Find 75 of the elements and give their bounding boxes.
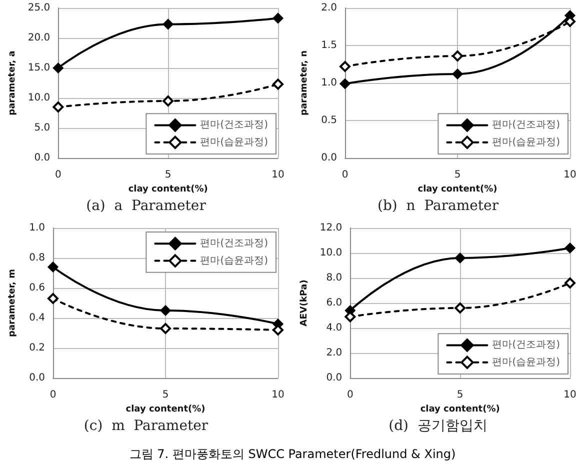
point [52, 102, 64, 112]
y-tick-label: 6.0 [326, 298, 342, 308]
y-tick-label: 2.0 [321, 2, 337, 14]
legend-label: 편마(습윤과정) [492, 356, 560, 368]
caption: 그림 7. 편마풍화토의 SWCC Parameter(Fredlund & Xing) [128, 446, 457, 463]
text: (b) n Parameter [377, 198, 499, 214]
point [272, 12, 284, 24]
x-tick-label: 10 [272, 390, 284, 400]
legend-label: 편마(습윤과정) [200, 136, 268, 148]
legend-label: 편마(건조과정) [492, 120, 560, 131]
y-tick-label: 1.0 [29, 222, 45, 234]
legend-label: 편마(습윤과정) [200, 255, 268, 266]
x-tick-label: 10 [272, 170, 284, 180]
y-tick-label: 0.0 [326, 372, 342, 384]
x-axis-title: clay content(%) [126, 404, 206, 414]
y-tick-label: 20.0 [28, 32, 50, 44]
legend-label: 편마(습윤과정) [492, 136, 560, 148]
y-tick-label: 0.6 [29, 282, 45, 294]
point [564, 278, 576, 288]
x-tick-label: 5 [454, 170, 461, 180]
y-tick-label: 8.0 [326, 272, 342, 284]
y-axis-title: parameter, a [8, 50, 18, 116]
y-tick-label: 0.4 [29, 312, 45, 324]
y-tick-label: 5.0 [34, 122, 50, 134]
point [340, 61, 350, 72]
y-axis-title: parameter, m [8, 269, 18, 337]
x-tick-label: 0 [54, 170, 62, 180]
x-tick-label: 0 [346, 390, 354, 400]
x-tick-label: 0 [50, 390, 56, 400]
point [564, 242, 576, 254]
x-tick-label: 10 [564, 390, 576, 400]
point [48, 262, 58, 272]
y-tick-label: 15.0 [28, 62, 50, 74]
y-tick-label: 0.0 [321, 152, 337, 164]
x-axis-title: clay content(%) [420, 404, 500, 414]
x-tick-label: 10 [564, 170, 576, 180]
y-tick-label: 1.5 [321, 40, 337, 51]
point [340, 78, 350, 89]
x-tick-label: 5 [456, 390, 464, 400]
point [454, 302, 466, 314]
point [452, 68, 463, 80]
y-tick-label: 0.0 [34, 152, 50, 164]
text: (c) m Parameter [84, 418, 208, 434]
x-tick-label: 5 [162, 390, 169, 400]
point [454, 252, 466, 264]
y-tick-label: 10.0 [320, 248, 342, 258]
point [162, 96, 174, 106]
x-axis-title: clay content(%) [128, 184, 208, 194]
y-tick-label: 25.0 [28, 2, 50, 14]
y-tick-label: 12.0 [320, 222, 342, 234]
text: (d) 공기함입치 [388, 418, 488, 434]
y-tick-label: 10.0 [28, 92, 50, 104]
point [160, 323, 171, 334]
point [272, 78, 284, 90]
legend-label: 편마(건조과정) [200, 120, 268, 131]
x-tick-label: 5 [164, 170, 172, 180]
point [48, 293, 58, 304]
legend-label: 편마(건조과정) [200, 238, 268, 250]
point [162, 18, 174, 30]
point [160, 305, 171, 316]
y-axis-title: parameter, n [300, 50, 310, 116]
y-tick-label: 0.2 [29, 342, 45, 354]
point [52, 62, 64, 74]
y-tick-label: 1.0 [321, 78, 337, 88]
y-tick-label: 4.0 [326, 322, 342, 334]
x-tick-label: 0 [342, 170, 348, 180]
y-tick-label: 0.8 [29, 252, 45, 264]
x-axis-title: clay content(%) [418, 184, 498, 194]
point [452, 50, 463, 62]
y-tick-label: 0.5 [321, 115, 337, 126]
y-tick-label: 2.0 [326, 348, 342, 358]
y-axis-title: AEV(kPa) [300, 280, 310, 326]
y-tick-label: 0.0 [29, 372, 45, 384]
legend-label: 편마(건조과정) [492, 340, 560, 351]
text: (a) a Parameter [86, 198, 206, 214]
